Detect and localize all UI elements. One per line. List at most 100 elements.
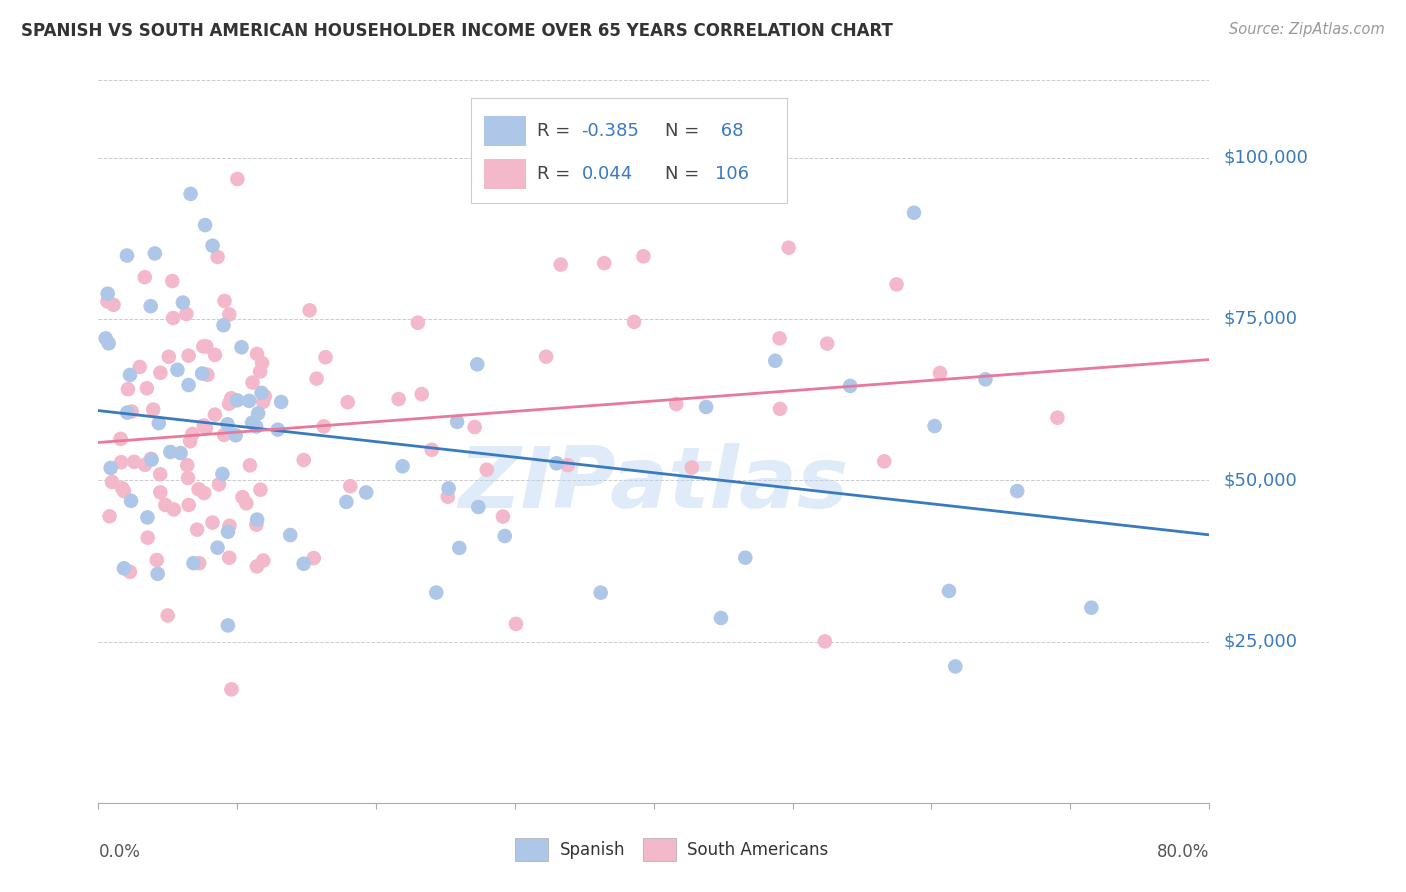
Point [494,529,516,543]
Point [218,307,240,321]
Point [623,315,645,329]
Point [187,482,209,496]
Point [873,454,896,468]
Point [302,551,325,566]
Point [193,418,215,433]
Point [177,471,200,485]
Point [195,339,218,353]
Point [156,608,179,623]
Point [1080,600,1102,615]
Point [246,559,269,574]
Point [924,419,946,434]
Point [815,336,838,351]
Point [546,456,568,470]
Point [226,393,249,408]
Point [252,553,274,567]
Point [111,481,134,495]
Point [122,455,145,469]
Point [589,585,612,599]
Point [218,550,240,565]
Point [162,311,184,326]
Point [193,486,215,500]
FancyBboxPatch shape [643,838,676,862]
Point [249,365,271,379]
Point [163,502,186,516]
Point [778,241,800,255]
Point [388,392,411,406]
Text: R =: R = [537,122,576,140]
Point [176,307,198,321]
Point [207,250,229,264]
Point [179,434,201,449]
Point [245,517,267,532]
Point [135,381,157,395]
Point [943,659,966,673]
Point [633,249,655,263]
Point [112,484,135,499]
Point [475,463,498,477]
Point [142,402,165,417]
Point [505,616,527,631]
Point [120,493,142,508]
Point [204,348,226,362]
Point [148,416,170,430]
Point [117,382,139,396]
Point [710,611,733,625]
Point [339,479,361,493]
Point [146,553,169,567]
Point [149,366,172,380]
Point [446,415,468,429]
Point [136,531,159,545]
Point [194,218,217,232]
Text: $25,000: $25,000 [1223,632,1298,650]
Point [186,523,208,537]
Point [336,395,359,409]
Point [97,286,120,301]
Point [391,459,413,474]
Text: N =: N = [665,122,699,140]
Point [94,331,117,345]
FancyBboxPatch shape [484,116,526,146]
Point [211,467,233,481]
Point [219,391,242,405]
Point [278,528,301,542]
Text: 106: 106 [714,165,749,183]
FancyBboxPatch shape [484,159,526,189]
Point [557,458,579,472]
Text: 80.0%: 80.0% [1157,843,1209,861]
Point [420,442,443,457]
Point [768,331,790,345]
Point [312,419,335,434]
Point [411,387,433,401]
Point [814,634,837,648]
Text: 0.0%: 0.0% [98,843,141,861]
Point [214,293,236,308]
Point [246,512,269,526]
Point [406,316,429,330]
Point [665,397,688,411]
Text: $50,000: $50,000 [1223,471,1296,489]
Point [252,394,274,409]
Point [176,458,198,473]
FancyBboxPatch shape [515,838,548,862]
Point [235,496,257,510]
Point [177,349,200,363]
Point [231,340,253,354]
Point [110,432,132,446]
Point [763,353,786,368]
Point [1005,483,1028,498]
Point [305,371,328,385]
Point [593,256,616,270]
Point [221,682,243,697]
Point [191,367,214,381]
Point [118,368,141,382]
Point [183,556,205,570]
Point [354,485,377,500]
Point [550,258,572,272]
Point [245,419,267,434]
Point [292,453,315,467]
Point [100,461,122,475]
Point [250,356,273,370]
Point [117,406,139,420]
Point [467,500,489,514]
